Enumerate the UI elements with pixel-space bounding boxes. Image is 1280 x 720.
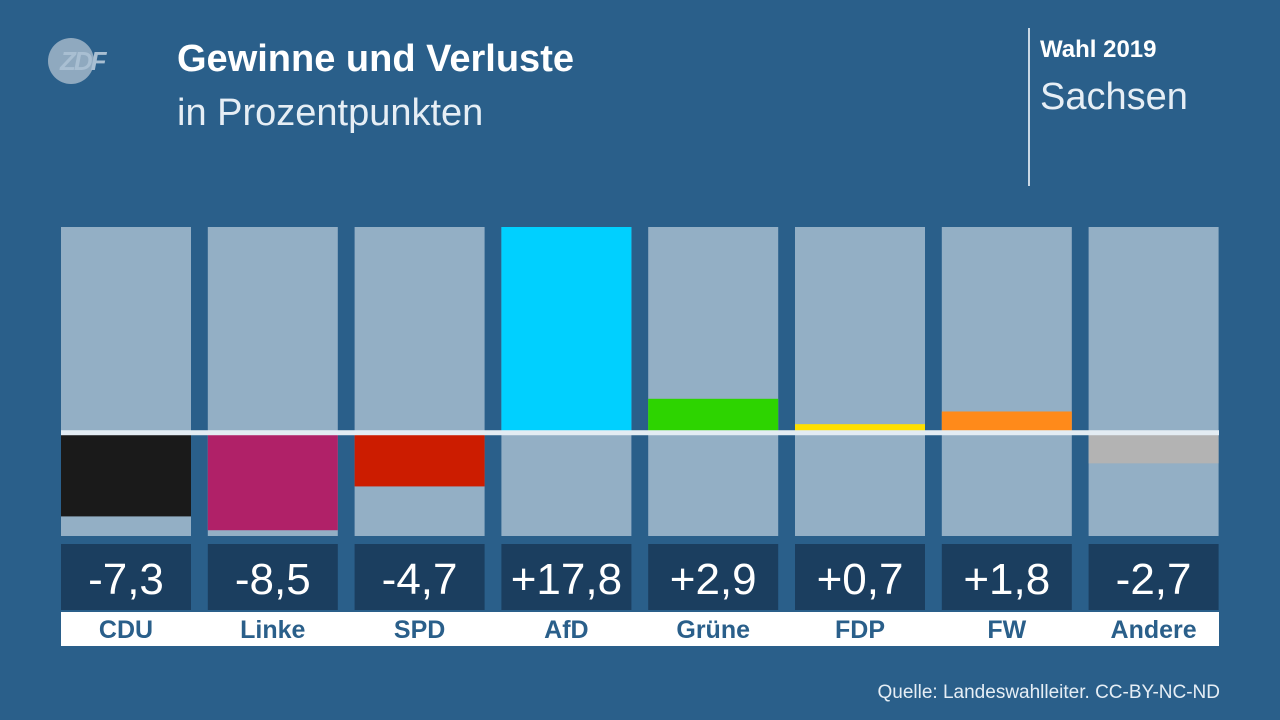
- value-box: [501, 544, 632, 610]
- zdf-logo-circle: [48, 38, 94, 84]
- data-label: -8,5: [235, 555, 311, 604]
- bar-cdu: [61, 432, 191, 517]
- category-label: SPD: [394, 616, 445, 644]
- zero-line: [61, 430, 1219, 436]
- value-box: [941, 544, 1072, 610]
- chart-subtitle: in Prozentpunkten: [177, 92, 484, 134]
- bar-afd: [501, 227, 632, 433]
- bar-grüne: [648, 398, 779, 433]
- data-label: -2,7: [1116, 555, 1192, 604]
- value-box: [61, 544, 191, 610]
- bar-track: [1088, 227, 1219, 536]
- category-strip: [61, 612, 1219, 646]
- election-label: Wahl 2019: [1040, 36, 1157, 63]
- region-label: Sachsen: [1040, 76, 1188, 118]
- value-box: [207, 544, 338, 610]
- data-label: -7,3: [88, 555, 164, 604]
- category-label: AfD: [544, 616, 588, 644]
- category-label: Grüne: [676, 616, 750, 644]
- bar-track: [941, 227, 1072, 536]
- data-label: +17,8: [511, 555, 622, 604]
- source-note: Quelle: Landeswahlleiter. CC-BY-NC-ND: [877, 682, 1221, 703]
- data-label: +0,7: [817, 555, 904, 604]
- bar-fdp: [795, 424, 925, 433]
- data-label: +2,9: [670, 555, 757, 604]
- category-label: Andere: [1111, 616, 1197, 644]
- bar-linke: [207, 432, 338, 531]
- value-box: [648, 544, 779, 610]
- category-label: FW: [987, 616, 1026, 644]
- header-divider: [1028, 28, 1030, 186]
- value-box: [795, 544, 925, 610]
- value-box: [1088, 544, 1219, 610]
- category-label: FDP: [835, 616, 885, 644]
- bar-track: [354, 227, 485, 536]
- value-box: [354, 544, 485, 610]
- bar-andere: [1088, 432, 1219, 464]
- category-label: Linke: [240, 616, 305, 644]
- chart-title: Gewinne und Verluste: [177, 38, 574, 80]
- zdf-logo-text: ZDF: [60, 46, 107, 76]
- data-label: -4,7: [382, 555, 458, 604]
- bar-fw: [941, 411, 1072, 433]
- bar-spd: [354, 432, 485, 487]
- bar-track: [648, 227, 779, 536]
- category-label: CDU: [99, 616, 153, 644]
- data-label: +1,8: [963, 555, 1050, 604]
- bar-track: [795, 227, 925, 536]
